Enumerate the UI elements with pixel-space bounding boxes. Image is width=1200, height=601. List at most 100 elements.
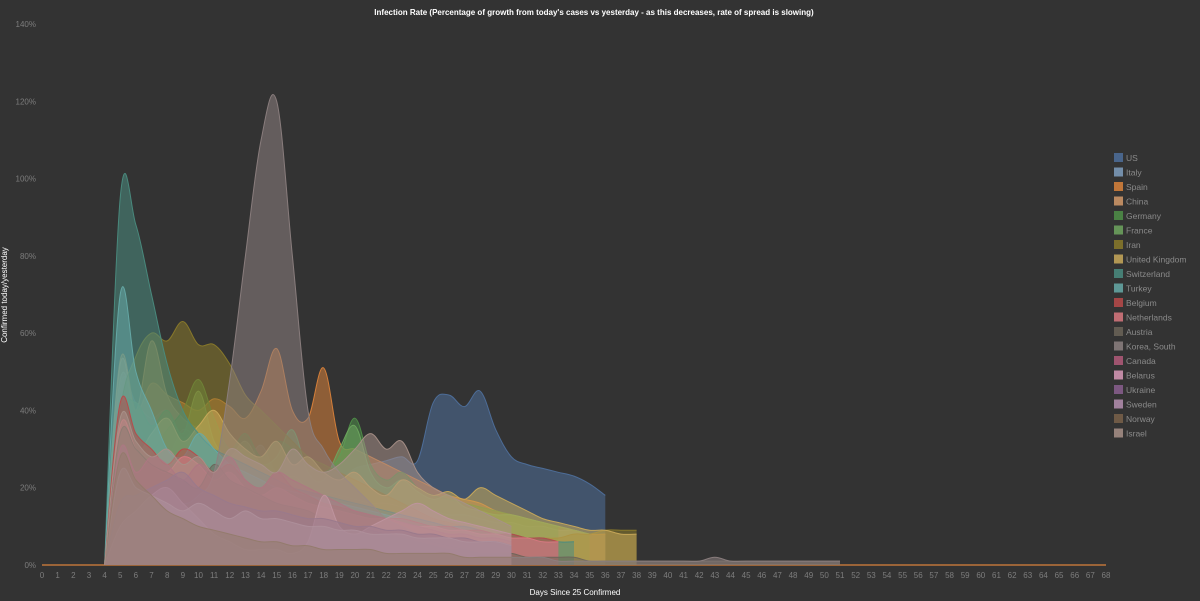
series-line [104, 410, 512, 566]
x-tick-label: 3 [87, 571, 92, 580]
y-axis-ticks: 0% 20% 40% 60% 80% 100% 120% 140% [16, 20, 36, 570]
x-axis-ticks: 0 1 2 3 4 5 6 7 8 9 10 11 12 13 14 15 16 17 18 19 20 21 22 23 24… [40, 571, 1111, 580]
legend-swatch [1114, 225, 1123, 235]
x-tick-label: 19 [335, 571, 344, 580]
x-tick-label: 38 [632, 571, 641, 580]
legend-item[interactable]: Korea, South [1114, 341, 1176, 352]
x-tick-label: 33 [554, 571, 563, 580]
x-tick-label: 2 [71, 571, 76, 580]
legend-swatch [1114, 385, 1123, 394]
x-tick-label: 39 [648, 571, 657, 580]
y-tick-label: 40% [20, 406, 36, 415]
y-tick-label: 80% [20, 252, 36, 261]
legend: US Italy Spain China Germany France Iran United… [1114, 153, 1186, 439]
x-tick-label: 25 [429, 571, 438, 580]
x-tick-label: 0 [40, 571, 45, 580]
x-tick-label: 46 [757, 571, 766, 580]
x-tick-label: 48 [789, 571, 798, 580]
x-tick-label: 68 [1102, 571, 1111, 580]
legend-label: United Kingdom [1126, 255, 1186, 265]
x-tick-label: 15 [272, 571, 281, 580]
legend-swatch [1114, 240, 1123, 249]
x-tick-label: 58 [945, 571, 954, 580]
x-tick-label: 16 [288, 571, 297, 580]
legend-item[interactable]: China [1114, 196, 1148, 207]
legend-item[interactable]: Canada [1114, 356, 1156, 366]
legend-swatch [1114, 153, 1123, 162]
legend-swatch [1114, 341, 1123, 351]
x-tick-label: 41 [679, 571, 688, 580]
legend-item[interactable]: United Kingdom [1114, 254, 1186, 265]
legend-label: Norway [1126, 414, 1156, 424]
x-tick-label: 6 [134, 571, 139, 580]
legend-item[interactable]: Norway [1114, 414, 1156, 424]
y-tick-label: 0% [24, 561, 36, 570]
legend-item[interactable]: Belarus [1114, 370, 1155, 381]
legend-item[interactable]: Netherlands [1114, 312, 1172, 323]
legend-swatch [1114, 428, 1123, 438]
x-tick-label: 57 [929, 571, 938, 580]
legend-item[interactable]: Switzerland [1114, 269, 1170, 279]
legend-item[interactable]: Ukraine [1114, 385, 1156, 395]
legend-item[interactable]: France [1114, 225, 1153, 236]
legend-item[interactable]: Turkey [1114, 283, 1152, 294]
legend-swatch [1114, 167, 1123, 177]
x-tick-label: 35 [585, 571, 594, 580]
legend-label: Israel [1126, 429, 1147, 439]
x-tick-label: 36 [601, 571, 610, 580]
legend-swatch [1114, 196, 1123, 206]
x-tick-label: 32 [538, 571, 547, 580]
x-tick-label: 26 [444, 571, 453, 580]
x-tick-label: 20 [350, 571, 359, 580]
x-tick-label: 4 [102, 571, 107, 580]
x-tick-label: 45 [742, 571, 751, 580]
legend-item[interactable]: Austria [1114, 327, 1153, 337]
x-tick-label: 66 [1070, 571, 1079, 580]
x-tick-label: 17 [304, 571, 313, 580]
x-tick-label: 7 [149, 571, 154, 580]
legend-label: Germany [1126, 211, 1162, 221]
series-israel [104, 410, 512, 566]
legend-swatch [1114, 283, 1123, 293]
x-tick-label: 21 [366, 571, 375, 580]
legend-label: France [1126, 226, 1153, 236]
legend-swatch [1114, 414, 1123, 423]
x-tick-label: 11 [210, 571, 219, 580]
legend-swatch [1114, 312, 1123, 322]
x-tick-label: 44 [726, 571, 735, 580]
legend-swatch [1114, 399, 1123, 409]
legend-label: Spain [1126, 182, 1148, 192]
legend-swatch [1114, 269, 1123, 278]
x-tick-label: 30 [507, 571, 516, 580]
x-tick-label: 27 [460, 571, 469, 580]
legend-item[interactable]: Belgium [1114, 298, 1157, 308]
legend-item[interactable]: Iran [1114, 240, 1141, 250]
x-tick-label: 47 [773, 571, 782, 580]
x-tick-label: 29 [491, 571, 500, 580]
legend-swatch [1114, 211, 1123, 220]
legend-item[interactable]: Spain [1114, 182, 1148, 192]
legend-item[interactable]: Israel [1114, 428, 1147, 439]
legend-label: Canada [1126, 356, 1156, 366]
legend-label: Sweden [1126, 400, 1157, 410]
legend-label: Netherlands [1126, 313, 1172, 323]
legend-label: Iran [1126, 240, 1141, 250]
x-tick-label: 67 [1086, 571, 1095, 580]
legend-item[interactable]: Sweden [1114, 399, 1157, 410]
legend-label: Korea, South [1126, 342, 1176, 352]
chart-title: Infection Rate (Percentage of growth fro… [374, 8, 814, 17]
x-tick-label: 28 [476, 571, 485, 580]
legend-label: Belgium [1126, 298, 1157, 308]
x-tick-label: 42 [695, 571, 704, 580]
x-tick-label: 62 [1008, 571, 1017, 580]
legend-item[interactable]: Germany [1114, 211, 1162, 221]
legend-item[interactable]: US [1114, 153, 1138, 163]
x-tick-label: 37 [616, 571, 625, 580]
legend-swatch [1114, 298, 1123, 307]
x-tick-label: 55 [898, 571, 907, 580]
legend-label: Italy [1126, 168, 1142, 178]
legend-swatch [1114, 356, 1123, 365]
legend-item[interactable]: Italy [1114, 167, 1142, 178]
x-tick-label: 54 [882, 571, 891, 580]
